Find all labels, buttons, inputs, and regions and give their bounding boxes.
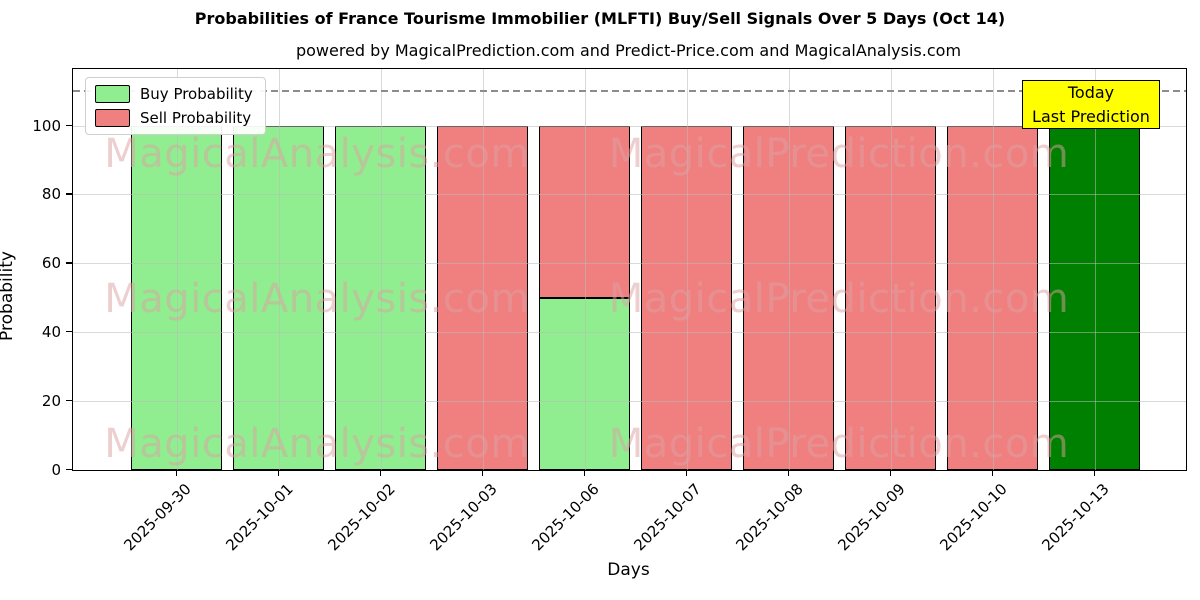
x-tick-2025-10-13 — [1093, 470, 1095, 477]
chart-legend: Buy Probability Sell Probability — [85, 77, 266, 135]
annotation-line-1: Today — [1067, 83, 1115, 103]
x-tick-2025-09-30 — [175, 470, 177, 477]
legend-swatch-icon — [95, 85, 130, 103]
plot-area: Buy Probability Sell Probability Today La… — [72, 68, 1187, 471]
legend-entry-buy-probability: Buy Probability — [95, 85, 253, 103]
x-tick-label-2025-10-10: 2025-10-10 — [935, 480, 1011, 555]
x-tick-label-2025-10-01: 2025-10-01 — [221, 480, 297, 555]
x-tick-label-2025-10-09: 2025-10-09 — [833, 480, 909, 555]
h-gridline-20 — [73, 401, 1186, 403]
x-tick-label-2025-10-03: 2025-10-03 — [425, 480, 501, 555]
x-tick-label-2025-10-06: 2025-10-06 — [527, 480, 603, 555]
x-tick-2025-10-06 — [583, 470, 585, 477]
x-tick-label-2025-10-07: 2025-10-07 — [629, 480, 705, 555]
legend-label: Buy Probability — [140, 85, 253, 103]
annotation-line-2: Last Prediction — [1032, 106, 1150, 126]
chart-title: Probabilities of France Tourisme Immobil… — [194, 9, 1006, 28]
watermark-analysis-row1: MagicalAnalysis.com — [104, 131, 530, 177]
v-gridline-2025-10-06 — [584, 69, 586, 470]
h-gridline-100 — [73, 125, 1186, 127]
watermark-analysis-row2: MagicalAnalysis.com — [104, 276, 530, 322]
x-axis-label: Days — [607, 560, 650, 580]
v-gridline-2025-10-03 — [482, 69, 484, 470]
dashed-reference-line — [73, 90, 1186, 93]
y-tick-label-20: 20 — [41, 392, 61, 411]
x-tick-2025-10-02 — [379, 470, 381, 477]
x-tick-2025-10-09 — [889, 470, 891, 477]
v-gridline-2025-10-13 — [1094, 69, 1096, 470]
legend-label: Sell Probability — [140, 109, 252, 127]
y-tick-label-80: 80 — [41, 185, 61, 204]
x-tick-2025-10-01 — [277, 470, 279, 477]
v-gridline-2025-10-01 — [278, 69, 280, 470]
v-gridline-2025-09-30 — [176, 69, 178, 470]
v-gridline-2025-10-02 — [380, 69, 382, 470]
chart-subtitle: powered by MagicalPrediction.com and Pre… — [295, 41, 962, 60]
watermark-prediction-row1: MagicalPrediction.com — [608, 131, 1070, 177]
watermark-analysis-row3: MagicalAnalysis.com — [104, 421, 530, 467]
x-tick-label-2025-10-13: 2025-10-13 — [1037, 480, 1113, 555]
v-gridline-2025-10-09 — [890, 69, 892, 470]
h-gridline-80 — [73, 194, 1186, 196]
v-gridline-2025-10-08 — [788, 69, 790, 470]
today-annotation: Today Last Prediction — [1022, 80, 1160, 129]
h-gridline-60 — [73, 263, 1186, 265]
x-tick-2025-10-10 — [991, 470, 993, 477]
watermark-prediction-row3: MagicalPrediction.com — [608, 421, 1070, 467]
y-tick-label-0: 0 — [51, 461, 61, 479]
watermark-prediction-row2: MagicalPrediction.com — [608, 276, 1070, 322]
x-tick-2025-10-08 — [787, 470, 789, 477]
legend-entry-sell-probability: Sell Probability — [95, 109, 253, 127]
v-gridline-2025-10-10 — [992, 69, 994, 470]
h-gridline-40 — [73, 332, 1186, 334]
v-gridline-2025-10-07 — [686, 69, 688, 470]
x-tick-2025-10-03 — [481, 470, 483, 477]
x-tick-label-2025-10-08: 2025-10-08 — [731, 480, 807, 555]
legend-swatch-icon — [95, 109, 130, 127]
x-tick-label-2025-09-30: 2025-09-30 — [119, 480, 195, 555]
y-tick-label-100: 100 — [32, 116, 61, 135]
x-tick-2025-10-07 — [685, 470, 687, 477]
y-axis-label: Probability — [0, 251, 17, 341]
x-tick-label-2025-10-02: 2025-10-02 — [323, 480, 399, 555]
